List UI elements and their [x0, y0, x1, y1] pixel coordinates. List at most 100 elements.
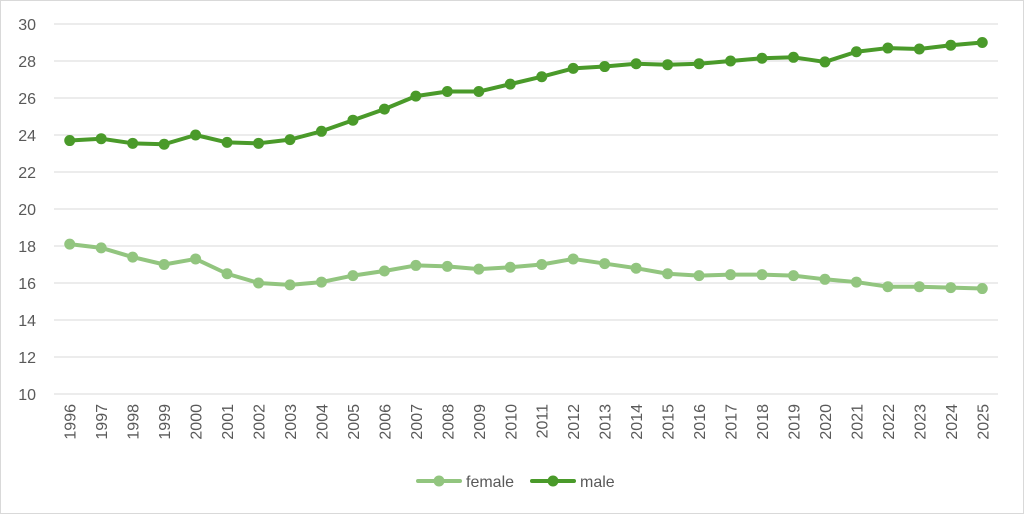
- x-tick-label: 2017: [724, 404, 741, 440]
- data-point-male: [725, 55, 737, 67]
- x-tick-label: 2005: [346, 404, 363, 440]
- data-point-male: [567, 62, 579, 74]
- x-tick-label: 2000: [189, 404, 206, 440]
- x-axis: 1996 1997 1998 1999 2000 2001 2002 2003 2004 2005…: [63, 404, 993, 440]
- data-point-female: [819, 273, 831, 285]
- x-tick-label: 2015: [661, 404, 678, 440]
- data-point-female: [190, 253, 202, 265]
- x-tick-label: 2014: [629, 404, 646, 440]
- data-point-female: [536, 259, 548, 270]
- x-tick-label: 2003: [283, 404, 300, 440]
- data-point-female: [347, 270, 359, 282]
- x-tick-label: 2010: [503, 404, 520, 440]
- data-point-male: [882, 42, 894, 54]
- y-tick-label: 14: [18, 313, 36, 330]
- data-point-male: [441, 86, 453, 98]
- data-point-male: [473, 86, 485, 98]
- y-tick-label: 26: [18, 91, 36, 108]
- x-tick-label: 2018: [755, 404, 772, 440]
- x-tick-label: 1996: [63, 404, 80, 440]
- data-point-male: [630, 58, 642, 70]
- data-point-female: [473, 263, 485, 275]
- x-tick-label: 2009: [472, 404, 489, 440]
- data-point-male: [945, 39, 957, 51]
- data-point-male: [284, 134, 296, 146]
- y-tick-label: 24: [18, 128, 36, 145]
- data-point-female: [315, 276, 327, 288]
- series-line-male: [67, 40, 985, 147]
- x-tick-label: 2019: [786, 404, 803, 440]
- data-point-male: [347, 114, 359, 126]
- data-point-male: [158, 138, 170, 150]
- data-point-female: [221, 268, 233, 280]
- data-point-female: [976, 283, 988, 295]
- y-tick-label: 28: [18, 54, 36, 71]
- data-point-male: [976, 37, 988, 48]
- data-point-female: [787, 270, 799, 282]
- data-point-female: [693, 270, 705, 282]
- data-point-male: [693, 58, 705, 70]
- data-point-female: [284, 279, 296, 291]
- data-point-male: [850, 46, 862, 58]
- y-tick-label: 20: [18, 202, 36, 219]
- legend: female male: [416, 474, 615, 491]
- series-line-female: [67, 242, 985, 291]
- x-tick-label: 2012: [566, 404, 583, 440]
- data-point-male: [819, 56, 831, 68]
- gridlines: [54, 23, 998, 395]
- x-tick-label: 2001: [220, 404, 237, 440]
- data-point-female: [599, 258, 611, 270]
- data-point-male: [662, 59, 674, 71]
- y-tick-label: 30: [18, 17, 36, 34]
- data-point-female: [441, 260, 453, 272]
- data-point-male: [64, 135, 76, 147]
- data-point-female: [945, 282, 957, 294]
- data-point-female: [882, 281, 894, 293]
- data-point-male: [913, 43, 925, 55]
- x-tick-label: 2016: [692, 404, 709, 440]
- data-point-male: [315, 125, 327, 137]
- x-tick-label: 2024: [944, 404, 961, 440]
- data-point-female: [158, 259, 170, 270]
- data-point-male: [378, 103, 390, 115]
- x-tick-label: 1997: [94, 404, 111, 440]
- data-point-female: [913, 281, 925, 293]
- x-tick-label: 2023: [912, 404, 929, 440]
- legend-swatch-marker: [547, 475, 559, 487]
- data-point-male: [504, 78, 516, 90]
- legend-label: male: [580, 474, 615, 491]
- data-point-female: [850, 276, 862, 288]
- data-point-female: [64, 238, 76, 250]
- data-point-male: [253, 137, 265, 149]
- x-tick-label: 2025: [975, 404, 992, 440]
- data-point-female: [630, 262, 642, 274]
- x-tick-label: 1998: [126, 404, 143, 440]
- data-point-male: [127, 137, 139, 149]
- data-point-male: [536, 71, 548, 83]
- y-tick-label: 12: [18, 350, 36, 367]
- x-tick-label: 2006: [377, 404, 394, 440]
- data-point-female: [95, 242, 107, 254]
- x-tick-label: 2022: [881, 404, 898, 440]
- x-tick-label: 2011: [535, 404, 552, 439]
- data-point-male: [599, 61, 611, 73]
- data-point-female: [662, 268, 674, 280]
- x-tick-label: 2007: [409, 404, 426, 440]
- data-point-male: [787, 51, 799, 63]
- legend-label: female: [466, 474, 514, 491]
- x-tick-label: 2013: [598, 404, 615, 440]
- data-point-male: [221, 136, 233, 148]
- data-point-female: [253, 277, 265, 289]
- legend-swatch-marker: [433, 475, 445, 487]
- x-tick-label: 2002: [252, 404, 269, 440]
- data-point-female: [410, 259, 422, 271]
- x-tick-label: 2020: [818, 404, 835, 440]
- data-point-female: [127, 251, 139, 263]
- y-tick-label: 22: [18, 165, 36, 182]
- x-tick-label: 1999: [157, 404, 174, 440]
- data-point-male: [95, 133, 107, 145]
- y-axis: 10 12 14 16 18 20 22 24 26 28 30: [18, 17, 36, 404]
- data-point-female: [567, 253, 579, 265]
- series-lines: [64, 37, 988, 295]
